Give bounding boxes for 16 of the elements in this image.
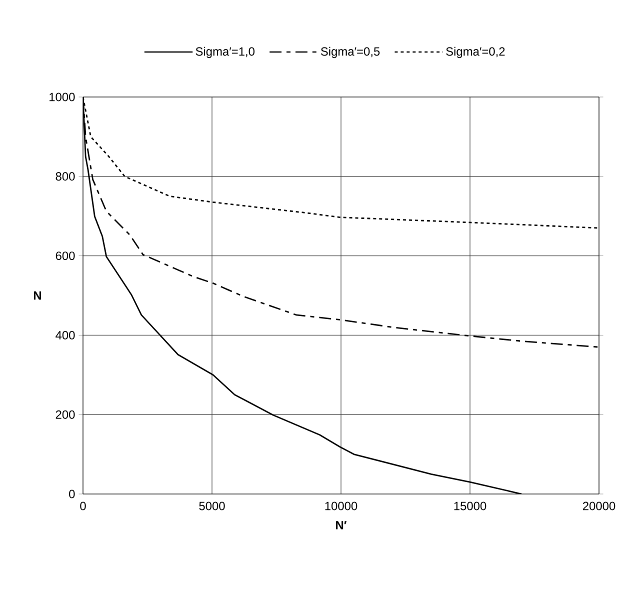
y-tick-label: 800 [56, 172, 75, 181]
x-tick-label: 20000 [582, 502, 616, 510]
y-tick-label: 200 [56, 410, 75, 419]
x-tick-label: 15000 [454, 502, 486, 510]
x-tick-label: 0 [80, 502, 86, 510]
y-tick-label: 0 [69, 490, 75, 498]
legend-label: Sigma′=0,2 [446, 46, 505, 58]
legend-label: Sigma′=0,5 [320, 46, 380, 58]
legend-label: Sigma′=1,0 [196, 46, 255, 58]
y-tick-label: 600 [56, 252, 75, 260]
x-tick-label: 5000 [199, 502, 225, 510]
y-tick-label: 1000 [50, 92, 75, 102]
y-axis-title: N [34, 291, 41, 300]
x-axis-title: N′ [336, 521, 347, 530]
x-tick-label: 10000 [325, 502, 358, 510]
y-tick-label: 400 [56, 330, 75, 340]
